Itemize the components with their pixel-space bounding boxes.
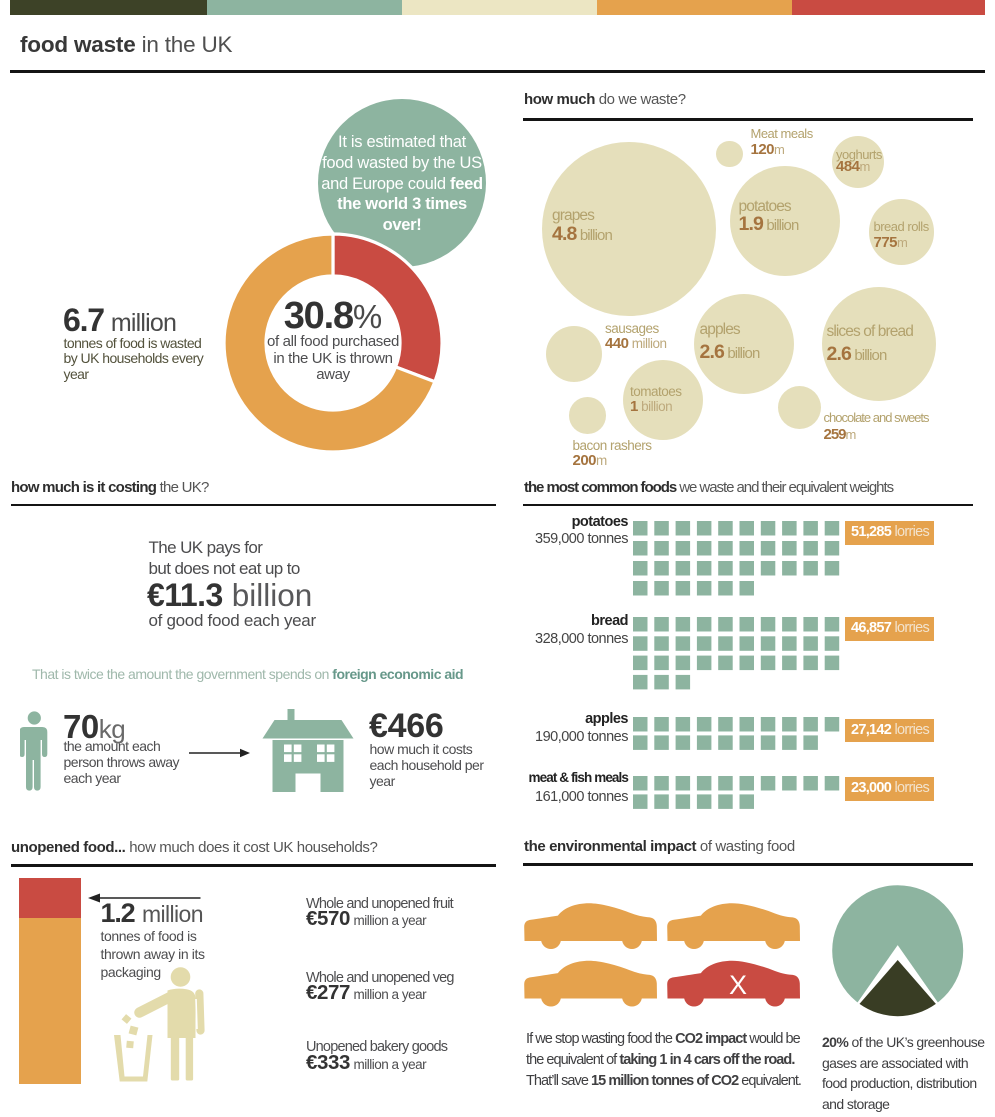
svg-text:X: X xyxy=(729,970,747,1000)
